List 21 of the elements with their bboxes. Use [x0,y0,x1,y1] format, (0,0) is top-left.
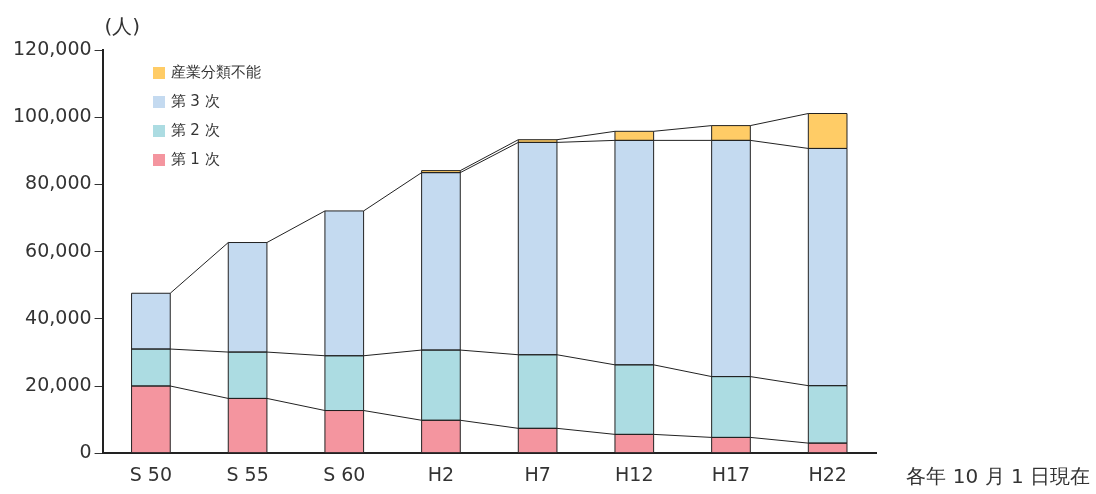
x-tick-label: H12 [615,462,654,485]
y-tick-label: 100,000 [12,104,92,127]
y-tick-label: 60,000 [25,238,92,261]
y-tick-label: 80,000 [25,171,92,194]
y-axis-title: (人) [104,14,141,39]
legend-label: 産業分類不能 [170,63,261,82]
y-tick-label: 20,000 [25,372,92,395]
legend-label: 第 1 次 [170,150,220,169]
x-tick-label: S 50 [129,462,173,485]
x-tick-label: H2 [427,462,455,485]
x-tick-label: S 55 [226,462,269,485]
y-tick-label: 120,000 [12,36,92,59]
legend-label: 第 2 次 [170,121,220,140]
x-tick-label: H17 [711,462,751,485]
legend-label: 第 3 次 [170,92,220,111]
x-tick-label: S 60 [323,462,366,485]
x-tick-label: H22 [808,462,847,485]
y-tick-label: 0 [79,440,92,463]
y-tick-label: 40,000 [25,305,92,328]
x-tick-label: H7 [524,462,551,485]
text: 各年 10 月 1 日現在 [906,463,1090,490]
